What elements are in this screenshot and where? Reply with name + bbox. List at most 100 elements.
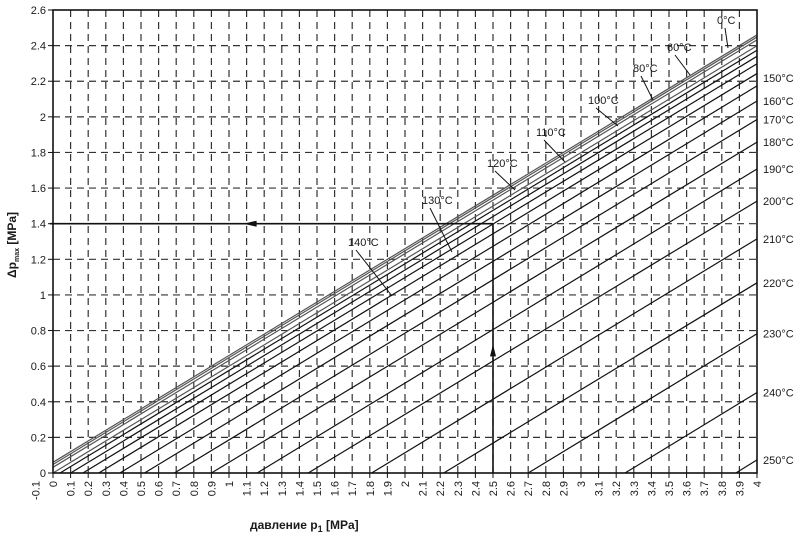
x-tick-label: 2.9: [558, 481, 570, 496]
label-leader-line: [640, 75, 654, 101]
series-label: 230°C: [763, 329, 794, 341]
series-line: [59, 49, 758, 474]
x-tick-label: 2.4: [470, 481, 482, 496]
series-line: [527, 333, 758, 474]
x-tick-label: 3.5: [664, 481, 676, 496]
x-tick-label: 0.4: [118, 481, 130, 496]
x-tick-label: 0: [48, 481, 60, 487]
x-tick-label: 2.7: [523, 481, 535, 496]
label-leader-line: [355, 249, 393, 297]
x-tick-label: 0.5: [136, 481, 148, 496]
series-label: 190°C: [763, 164, 794, 176]
x-tick-label: 3.7: [699, 481, 711, 496]
x-tick-label: 1.5: [312, 481, 324, 496]
series-label: 60°C: [667, 42, 692, 54]
y-tick-label: 2.2: [31, 76, 46, 88]
x-tick-label: 3.2: [611, 481, 623, 496]
x-tick-label: 0.8: [189, 481, 201, 496]
series-label: 140°C: [348, 237, 379, 249]
y-tick-label: 0: [40, 468, 46, 480]
x-tick-label: 3.6: [682, 481, 694, 496]
x-tick-label: 1.6: [330, 481, 342, 496]
series-label: 200°C: [763, 196, 794, 208]
x-tick-label: 2.5: [488, 481, 500, 496]
series-line: [52, 36, 758, 465]
x-tick-label: 0.7: [171, 481, 183, 496]
x-tick-label: 2.8: [541, 481, 553, 496]
y-axis-label: Δpmax [MPa]: [5, 212, 21, 278]
arrow-left-icon: [243, 220, 257, 227]
series-label: 220°C: [763, 278, 794, 290]
x-tick-label: 3.8: [717, 481, 729, 496]
y-tick-label: 1.2: [31, 254, 46, 266]
x-tick-label: 0.1: [66, 481, 78, 496]
series-label: 210°C: [763, 234, 794, 246]
series-labels: 0°C 60°C 80°C 100°C 110°C 120°C 130°C 140°C 150°…: [348, 15, 794, 467]
label-leader-line: [595, 107, 619, 127]
x-tick-label: 1: [224, 481, 236, 487]
y-tick-label: 0.2: [31, 432, 46, 444]
series-label: 180°C: [763, 137, 794, 149]
y-tick-label: 0.4: [31, 397, 46, 409]
y-tick-label: 2.4: [31, 41, 46, 53]
series-label: 100°C: [588, 95, 619, 107]
x-tick-label: 1.4: [294, 481, 306, 496]
series-line: [371, 238, 758, 474]
x-tick-label: 3: [576, 481, 588, 487]
series-line: [307, 200, 758, 474]
x-tick-label: 2.3: [453, 481, 465, 496]
series-line: [52, 45, 758, 474]
x-tick-label: 1.8: [365, 481, 377, 496]
series-line: [52, 39, 758, 468]
y-tick-label: 1.8: [31, 147, 46, 159]
y-tick-label: 2: [40, 112, 46, 124]
series-line: [624, 391, 758, 474]
series-line: [82, 63, 758, 474]
x-tick-label: 2.2: [435, 481, 447, 496]
x-axis-label: давление p1 [MPa]: [250, 518, 359, 534]
x-tick-label: 1.3: [277, 481, 289, 496]
series-label: 80°C: [633, 63, 658, 75]
example-reading: [50, 220, 496, 473]
x-tick-label: 2: [400, 481, 412, 487]
x-tick-label: 0.3: [101, 481, 113, 496]
y-ticks: 0 0.2 0.4 0.6 0.8 1 1.2 1.4 1.6 1.8 2 2.2 2.4 2.6: [31, 5, 53, 480]
arrow-up-icon: [490, 344, 496, 357]
series-label: 130°C: [422, 195, 453, 207]
y-tick-label: 1: [40, 290, 46, 302]
x-tick-label: 0.9: [206, 481, 218, 496]
series-lines: [52, 34, 758, 474]
series-label: 170°C: [763, 115, 794, 127]
x-tick-label: 4: [752, 481, 764, 487]
label-leader-line: [429, 207, 453, 253]
series-line: [735, 459, 758, 474]
x-tick-label: 2.1: [418, 481, 430, 496]
x-tick-label: 0.2: [83, 481, 95, 496]
x-tick-label: 1.9: [382, 481, 394, 496]
series-line: [119, 85, 758, 474]
label-leader-line: [543, 139, 566, 163]
label-leader-line: [724, 27, 729, 49]
label-leader-line: [494, 170, 516, 191]
x-tick-label: 3.4: [646, 481, 658, 496]
series-label: 250°C: [763, 455, 794, 467]
series-line: [211, 141, 758, 474]
series-label: 150°C: [763, 73, 794, 85]
series-label: 160°C: [763, 96, 794, 108]
x-tick-label: 1.7: [347, 481, 359, 496]
x-tick-label: 2.6: [506, 481, 518, 496]
series-label: 0°C: [717, 15, 736, 27]
series-line: [174, 119, 758, 474]
x-tick-label: 3.3: [629, 481, 641, 496]
x-tick-label: 3.9: [734, 481, 746, 496]
x-tick-label: 0.6: [154, 481, 166, 496]
y-tick-label: 1.6: [31, 183, 46, 195]
x-tick-label: -0.1: [30, 481, 42, 500]
y-tick-label: 0.8: [31, 326, 46, 338]
x-tick-label: 1.1: [242, 481, 254, 496]
y-tick-label: 1.4: [31, 219, 46, 231]
y-tick-label: 2.6: [31, 5, 46, 17]
series-label: 110°C: [536, 127, 566, 139]
x-ticks: -0.1 0 0.1 0.2 0.3 0.4 0.5 0.6 0.7 0.8 0.9 1 1.1 1.2 1…: [30, 473, 764, 500]
